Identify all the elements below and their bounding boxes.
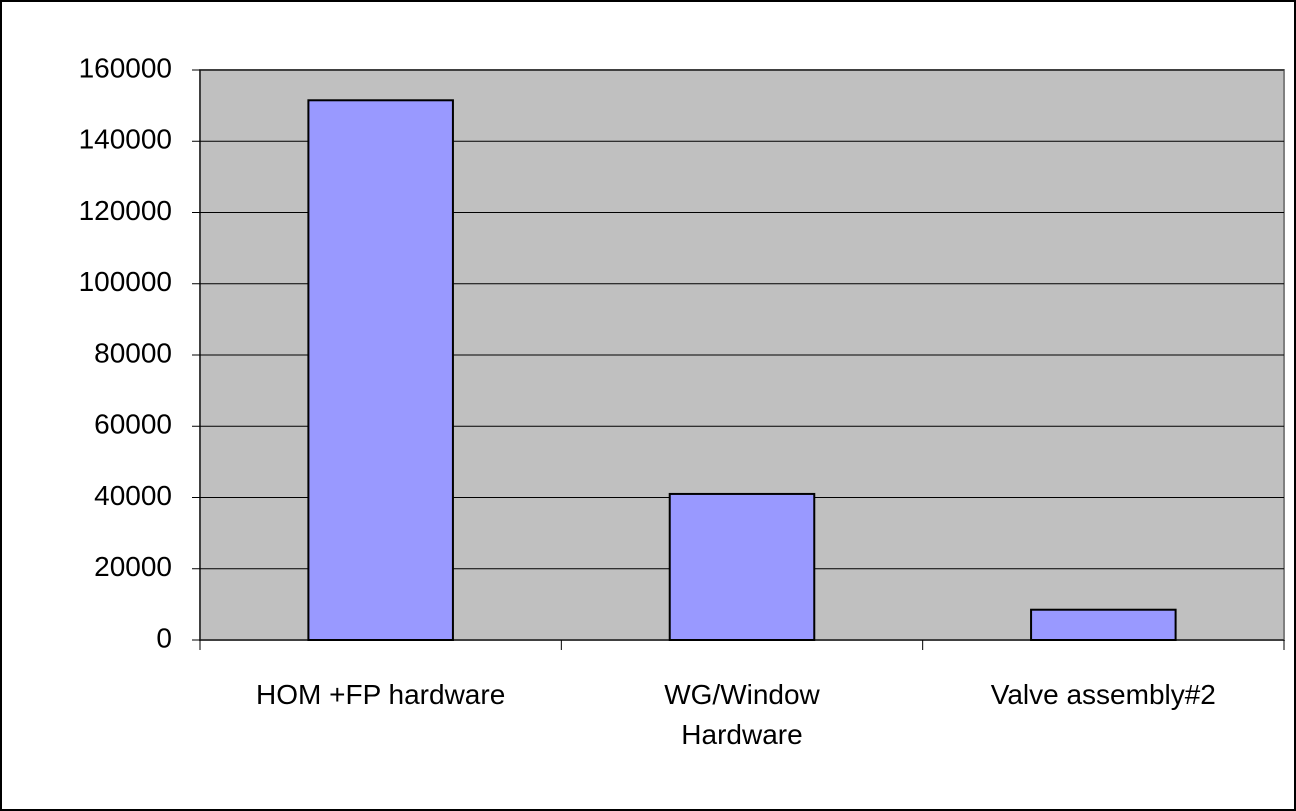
bar [1030, 608, 1177, 641]
y-tick-label: 80000 [94, 337, 172, 368]
y-tick-label: 0 [156, 622, 172, 653]
y-tick-label: 20000 [94, 551, 172, 582]
y-tick-label: 140000 [79, 124, 172, 155]
y-tick-label: 100000 [79, 266, 172, 297]
x-tick-label: WG/Window Hardware [664, 679, 820, 750]
x-tick-label: Valve assembly#2 [990, 679, 1216, 710]
bar [307, 99, 454, 641]
bar [668, 492, 816, 641]
y-tick-label: 40000 [94, 480, 172, 511]
y-tick-label: 60000 [94, 409, 172, 440]
y-tick-label: 160000 [79, 52, 172, 83]
y-tick-label: 120000 [79, 195, 172, 226]
x-tick-label: HOM +FP hardware [256, 679, 506, 710]
